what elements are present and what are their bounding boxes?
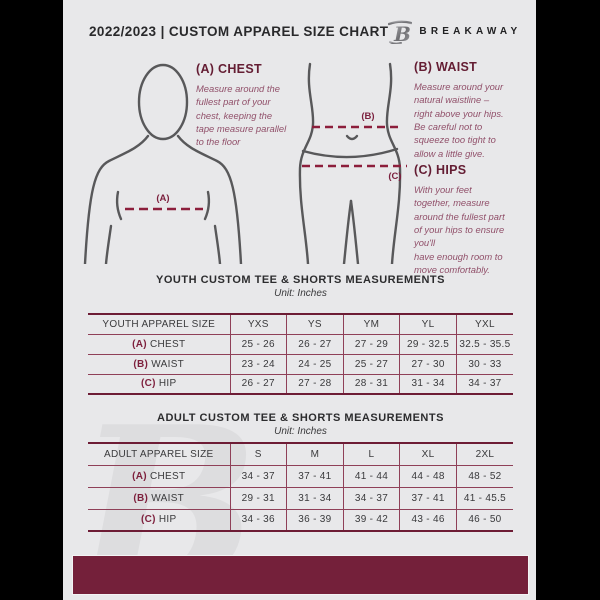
size-cell: 34 - 37	[342, 487, 400, 509]
chest-guide: (A) CHEST Measure around the fullest par…	[196, 62, 296, 149]
row-label-text: CHEST	[149, 470, 186, 482]
row-label: (B) WAIST	[88, 354, 230, 374]
row-prefix: (B)	[133, 358, 149, 370]
hips-guide: (C) HIPS With your feet together, measur…	[414, 163, 528, 276]
waist-guide: (B) WAIST Measure around your natural wa…	[414, 60, 528, 160]
table-row: (C) HIP 34 - 36 36 - 39 39 - 42 43 - 46 …	[88, 509, 513, 531]
size-cell: 26 - 27	[286, 334, 344, 354]
waist-guide-heading: (B) WAIST	[414, 60, 478, 74]
row-label: (B) WAIST	[88, 487, 230, 509]
table-row: (A) CHEST 25 - 26 26 - 27 27 - 29 29 - 3…	[88, 334, 513, 354]
size-cell: 34 - 36	[229, 509, 287, 531]
size-cell: 26 - 27	[229, 374, 287, 394]
chest-guide-text: Measure around the fullest part of your …	[196, 83, 287, 148]
size-header: YXS	[229, 314, 287, 334]
breakaway-logo-icon: B	[388, 20, 413, 44]
size-cell: 30 - 33	[455, 354, 513, 374]
size-cell: 36 - 39	[286, 509, 344, 531]
row-label-text: WAIST	[151, 492, 185, 504]
size-cell: 29 - 32.5	[399, 334, 457, 354]
size-cell: 28 - 31	[342, 374, 400, 394]
youth-size-col-header: YOUTH APPAREL SIZE	[102, 318, 216, 330]
size-header: YXL	[455, 314, 513, 334]
size-cell: 46 - 50	[455, 509, 513, 531]
hips-guide-heading: (C) HIPS	[414, 163, 467, 177]
size-cell: 25 - 27	[342, 354, 400, 374]
size-chart-page: 2022/2023 | CUSTOM APPAREL SIZE CHART B …	[63, 0, 536, 600]
brand-name: BREAKAWAY	[419, 25, 522, 37]
size-cell: 37 - 41	[286, 465, 344, 487]
table-row: (C) HIP 26 - 27 27 - 28 28 - 31 31 - 34 …	[88, 374, 513, 394]
table-row: (B) WAIST 29 - 31 31 - 34 34 - 37 37 - 4…	[88, 487, 513, 509]
size-cell: 37 - 41	[399, 487, 457, 509]
size-header: XL	[399, 443, 457, 465]
adult-table-unit: Unit: Inches	[274, 426, 327, 437]
waist-marker-label: (B)	[361, 111, 374, 122]
size-cell: 32.5 - 35.5	[455, 334, 513, 354]
row-label: (C) HIP	[88, 374, 230, 394]
row-label-text: HIP	[158, 378, 177, 390]
row-label: (A) CHEST	[88, 465, 230, 487]
adult-size-col-header: ADULT APPAREL SIZE	[103, 448, 214, 460]
size-header: L	[342, 443, 400, 465]
size-cell: 43 - 46	[399, 509, 457, 531]
size-cell: 23 - 24	[229, 354, 287, 374]
brand-block: B BREAKAWAY	[388, 18, 521, 44]
adult-table-title: ADULT CUSTOM TEE & SHORTS MEASUREMENTS	[157, 412, 444, 424]
youth-table-title: YOUTH CUSTOM TEE & SHORTS MEASUREMENTS	[156, 274, 445, 286]
table-row: (A) CHEST 34 - 37 37 - 41 41 - 44 44 - 4…	[88, 465, 513, 487]
table-header-row: ADULT APPAREL SIZE S M L XL 2XL	[88, 443, 513, 465]
size-cell: 34 - 37	[455, 374, 513, 394]
size-cell: 34 - 37	[229, 465, 287, 487]
size-cell: 41 - 44	[342, 465, 400, 487]
size-cell: 44 - 48	[399, 465, 457, 487]
youth-table-unit: Unit: Inches	[274, 288, 327, 299]
size-cell: 39 - 42	[342, 509, 400, 531]
size-cell: 27 - 28	[286, 374, 344, 394]
hip-marker-label: (C)	[388, 171, 401, 182]
row-label: (C) HIP	[88, 509, 230, 531]
hips-guide-text: With your feet together, measure around …	[414, 184, 505, 276]
youth-section-header: YOUTH CUSTOM TEE & SHORTS MEASUREMENTS U…	[88, 274, 513, 299]
size-cell: 41 - 45.5	[455, 487, 513, 509]
row-prefix: (C)	[141, 514, 156, 526]
torso-diagram: (A)	[83, 63, 243, 264]
document-header: 2022/2023 | CUSTOM APPAREL SIZE CHART B …	[89, 18, 517, 44]
row-label: (A) CHEST	[88, 334, 230, 354]
row-label-text: WAIST	[151, 358, 185, 370]
footer-accent-bar	[72, 555, 529, 595]
size-cell: 48 - 52	[455, 465, 513, 487]
size-header: YL	[399, 314, 457, 334]
row-prefix: (A)	[132, 338, 147, 350]
size-cell: 27 - 30	[399, 354, 457, 374]
table-header-row: YOUTH APPAREL SIZE YXS YS YM YL YXL	[88, 314, 513, 334]
size-cell: 29 - 31	[229, 487, 287, 509]
size-header: 2XL	[455, 443, 513, 465]
size-cell: 31 - 34	[399, 374, 457, 394]
size-cell: 31 - 34	[286, 487, 344, 509]
row-prefix: (B)	[133, 492, 149, 504]
adult-section-header: ADULT CUSTOM TEE & SHORTS MEASUREMENTS U…	[88, 412, 513, 437]
size-header: YS	[286, 314, 344, 334]
chest-marker-label: (A)	[156, 193, 169, 204]
size-header: S	[229, 443, 287, 465]
youth-size-table: YOUTH APPAREL SIZE YXS YS YM YL YXL (A) …	[88, 313, 513, 395]
chest-guide-heading: (A) CHEST	[196, 62, 262, 76]
lower-body-diagram: (B) (C)	[298, 62, 407, 264]
document-title: 2022/2023 | CUSTOM APPAREL SIZE CHART	[89, 23, 389, 39]
row-prefix: (A)	[132, 470, 147, 482]
waist-guide-text: Measure around your natural waistline – …	[414, 81, 504, 159]
size-header: M	[286, 443, 344, 465]
size-cell: 27 - 29	[342, 334, 400, 354]
row-label-text: CHEST	[149, 338, 186, 350]
row-prefix: (C)	[141, 378, 156, 390]
size-header: YM	[342, 314, 400, 334]
table-row: (B) WAIST 23 - 24 24 - 25 25 - 27 27 - 3…	[88, 354, 513, 374]
size-cell: 25 - 26	[229, 334, 287, 354]
adult-size-table: ADULT APPAREL SIZE S M L XL 2XL (A) CHES…	[88, 442, 513, 532]
row-label-text: HIP	[158, 514, 177, 526]
size-cell: 24 - 25	[286, 354, 344, 374]
logo-letter: B	[393, 22, 411, 44]
